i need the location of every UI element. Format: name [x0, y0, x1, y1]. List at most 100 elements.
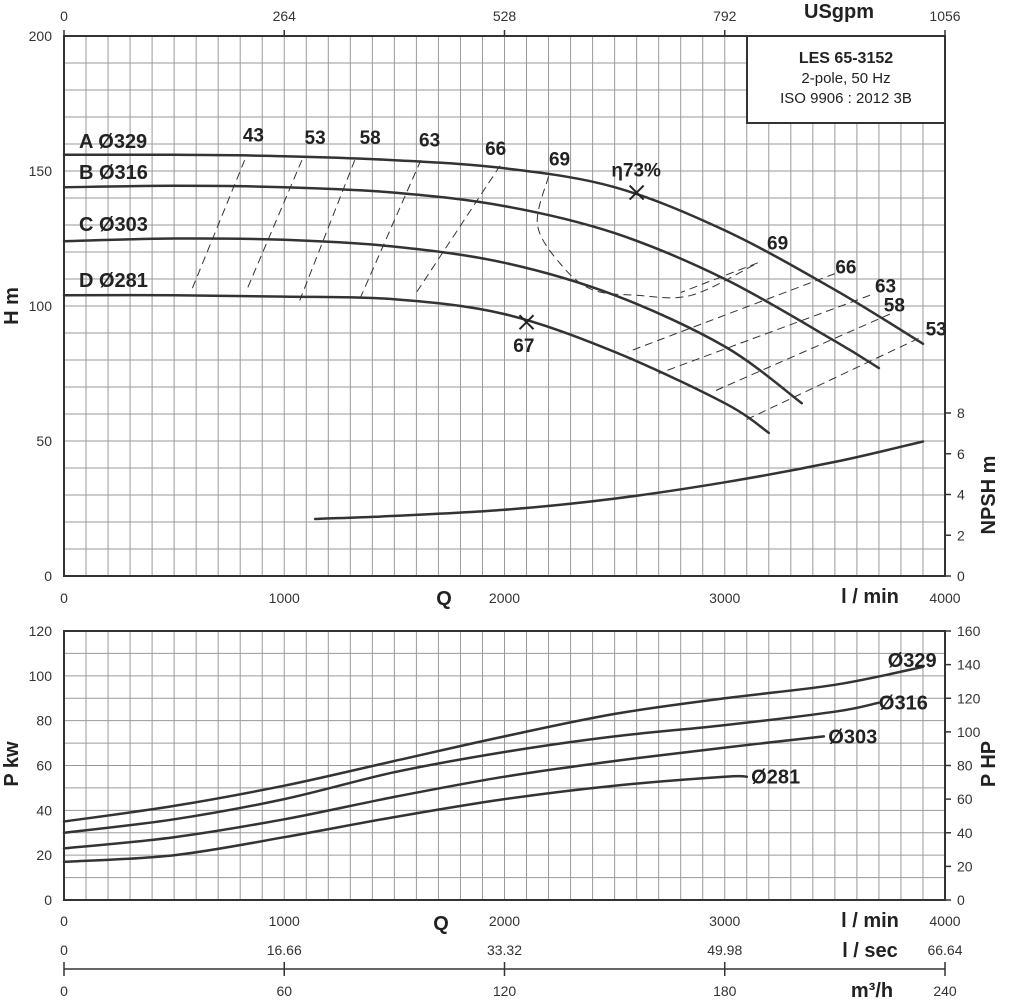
efficiency-label-53: 53	[926, 320, 947, 341]
usgpm-axis-label: USgpm	[804, 1, 874, 23]
head-x-unit-label: l / min	[841, 586, 899, 608]
power-curve-2	[62, 701, 881, 835]
power-curve-1	[62, 665, 925, 823]
efficiency-line-53	[746, 337, 919, 420]
npsh-tick-label: 8	[957, 405, 965, 421]
efficiency-line-69	[536, 176, 759, 299]
info-box-frame	[746, 35, 946, 124]
efficiency-line-69	[680, 262, 758, 293]
power-y-tick-label: 40	[36, 802, 52, 818]
power-x-tick-label: 2000	[489, 913, 520, 929]
operating-point-marker-1	[628, 184, 645, 201]
power-x-tick-label: 4000	[929, 913, 960, 929]
marker-cross-b	[518, 314, 535, 330]
power-x-unit-label: l / min	[841, 910, 899, 932]
power-curve-label-1: Ø329	[888, 650, 937, 672]
power-plot: 0 20 40 60 80 100 120 0 20 40 60 80 100 120 140 160 0 100…	[1, 623, 1000, 935]
hp-axis-label: P HP	[978, 741, 1000, 787]
power-y-tick-label: 60	[36, 758, 52, 774]
head-y-tick-label: 100	[29, 298, 53, 314]
efficiency-label-66: 66	[835, 258, 856, 279]
m3h-unit-label: m³/h	[851, 980, 893, 1002]
head-x-axis-label: Q	[436, 588, 452, 610]
efficiency-label-43: 43	[243, 125, 264, 146]
operating-point-label-2: 67	[513, 336, 534, 357]
operating-point-label-1: η73%	[611, 160, 661, 181]
operating-point-marker-2	[518, 314, 535, 330]
head-y-tick-label: 0	[44, 568, 52, 584]
power-x-tick-label: 3000	[709, 913, 740, 929]
power-y-tick-label: 20	[36, 847, 52, 863]
efficiency-label-69: 69	[549, 150, 570, 171]
power-curve-3	[62, 735, 826, 850]
hp-tick-label: 40	[957, 825, 973, 841]
head-curve-3	[62, 237, 804, 405]
head-curve-label-2: B Ø316	[79, 162, 148, 184]
efficiency-lines	[191, 159, 919, 420]
pump-model-title: LES 65-3152	[799, 50, 893, 67]
hp-tick-label: 160	[957, 623, 981, 639]
power-y-tick-label: 120	[29, 623, 53, 639]
lsec-tick-label: 49.98	[707, 942, 742, 958]
head-x-tick-label: 1000	[269, 590, 300, 606]
lsec-tick-label: 0	[60, 942, 68, 958]
power-x-tick-label: 0	[60, 913, 68, 929]
hp-tick-label: 80	[957, 758, 973, 774]
head-x-tick-label: 3000	[709, 590, 740, 606]
npsh-tick-label: 4	[957, 487, 965, 503]
m3h-tick-label: 0	[60, 983, 68, 999]
efficiency-label-69: 69	[767, 233, 788, 254]
hp-tick-label: 140	[957, 657, 981, 673]
efficiency-label-58: 58	[884, 295, 905, 316]
npsh-tick-label: 2	[957, 527, 965, 543]
lsec-tick-label: 16.66	[267, 942, 302, 958]
head-curve-label-3: C Ø303	[79, 214, 148, 236]
power-y-tick-label: 80	[36, 713, 52, 729]
npsh-tick-label: 0	[957, 568, 965, 584]
efficiency-line-63	[358, 159, 422, 301]
head-curve-1	[62, 153, 925, 346]
efficiency-line-58	[299, 160, 356, 301]
m3h-tick-label: 60	[276, 983, 292, 999]
efficiency-label-66: 66	[485, 139, 506, 160]
head-x-tick-label: 2000	[489, 590, 520, 606]
hp-tick-label: 0	[957, 892, 965, 908]
hp-tick-label: 100	[957, 724, 981, 740]
head-top-tick-label: 264	[273, 8, 297, 24]
head-x-tick-label: 4000	[929, 590, 960, 606]
head-y-axis-label: H m	[1, 287, 23, 325]
power-grid	[64, 631, 945, 900]
m3h-tick-label: 240	[933, 983, 957, 999]
efficiency-label-53: 53	[305, 128, 326, 149]
efficiency-line-63	[658, 294, 871, 374]
npsh-axis-label: NPSH m	[978, 456, 1000, 535]
head-curve-label-1: A Ø329	[79, 131, 147, 153]
head-x-tick-label: 0	[60, 590, 68, 606]
head-grid	[64, 36, 945, 576]
head-top-tick-label: 1056	[929, 8, 960, 24]
power-x-tick-label: 1000	[269, 913, 300, 929]
power-y-tick-label: 0	[44, 892, 52, 908]
power-curve-4	[62, 774, 749, 864]
head-top-tick-label: 0	[60, 8, 68, 24]
marker-cross-b	[628, 184, 645, 201]
efficiency-line-43	[191, 160, 246, 290]
efficiency-line-53	[246, 160, 303, 290]
npsh-tick-label: 6	[957, 446, 965, 462]
head-top-tick-label: 792	[713, 8, 737, 24]
lsec-unit-label: l / sec	[842, 940, 898, 962]
head-y-tick-label: 50	[36, 433, 52, 449]
head-curve-2	[62, 184, 881, 370]
pump-speed-line: 2-pole, 50 Hz	[801, 70, 890, 87]
efficiency-label-63: 63	[419, 131, 440, 152]
m3h-tick-label: 120	[493, 983, 517, 999]
hp-tick-label: 60	[957, 791, 973, 807]
flow-unit-scales: l / sec 0 16.66 33.32 49.98 66.64 0 60 120 180 240…	[60, 940, 963, 1002]
power-curve-label-2: Ø316	[879, 693, 928, 715]
lsec-tick-label: 33.32	[487, 942, 522, 958]
efficiency-label-58: 58	[360, 128, 381, 149]
head-curve-4	[62, 293, 771, 435]
efficiency-label-63: 63	[875, 277, 896, 298]
